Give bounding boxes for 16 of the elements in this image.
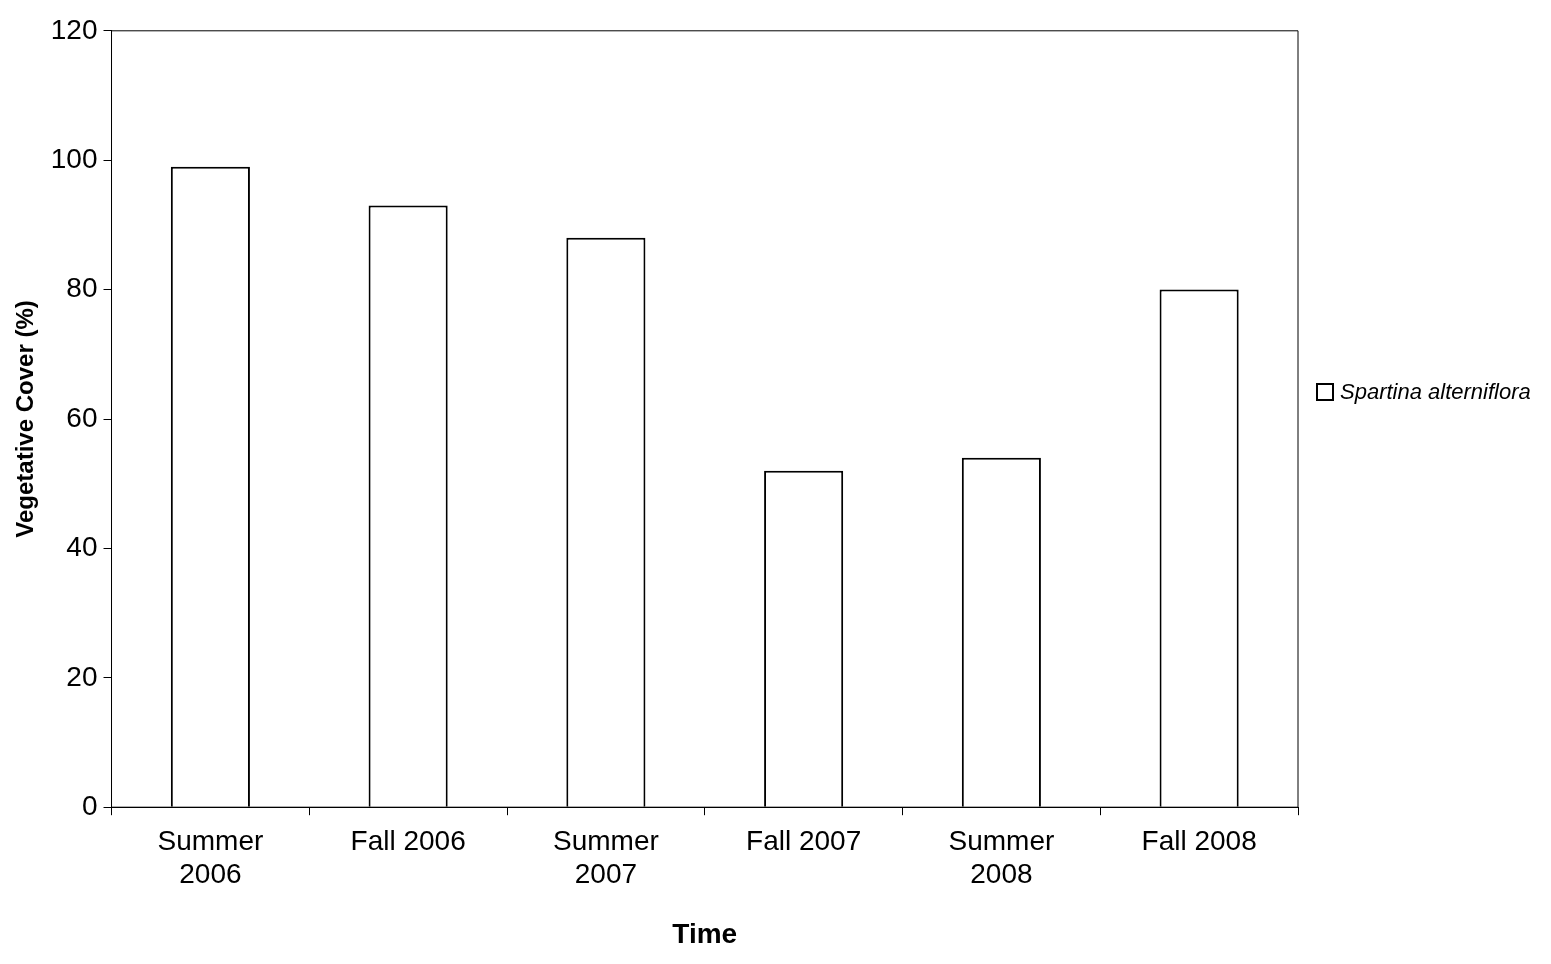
x-tick-label: Summer 2007	[552, 824, 659, 890]
x-tick-label: Summer 2008	[948, 824, 1055, 890]
y-tick-label: 100	[50, 142, 98, 174]
x-tick-label: Fall 2008	[1141, 824, 1257, 856]
y-tick-label: 80	[66, 272, 98, 304]
y-axis-title: Vegetative Cover (%)	[11, 300, 39, 538]
y-tick-label: 0	[81, 789, 98, 821]
x-tick-label: Fall 2006	[350, 824, 466, 856]
y-tick-label: 120	[50, 13, 98, 45]
y-tick-label: 60	[66, 401, 98, 433]
x-tick-label: Fall 2007	[746, 824, 862, 856]
y-tick-label: 40	[66, 531, 98, 563]
x-tick-label: Summer 2006	[157, 824, 264, 890]
y-tick-label: 20	[66, 660, 98, 692]
text: Spartina alterniflora	[1340, 379, 1531, 405]
x-axis-title: Time	[672, 917, 738, 949]
